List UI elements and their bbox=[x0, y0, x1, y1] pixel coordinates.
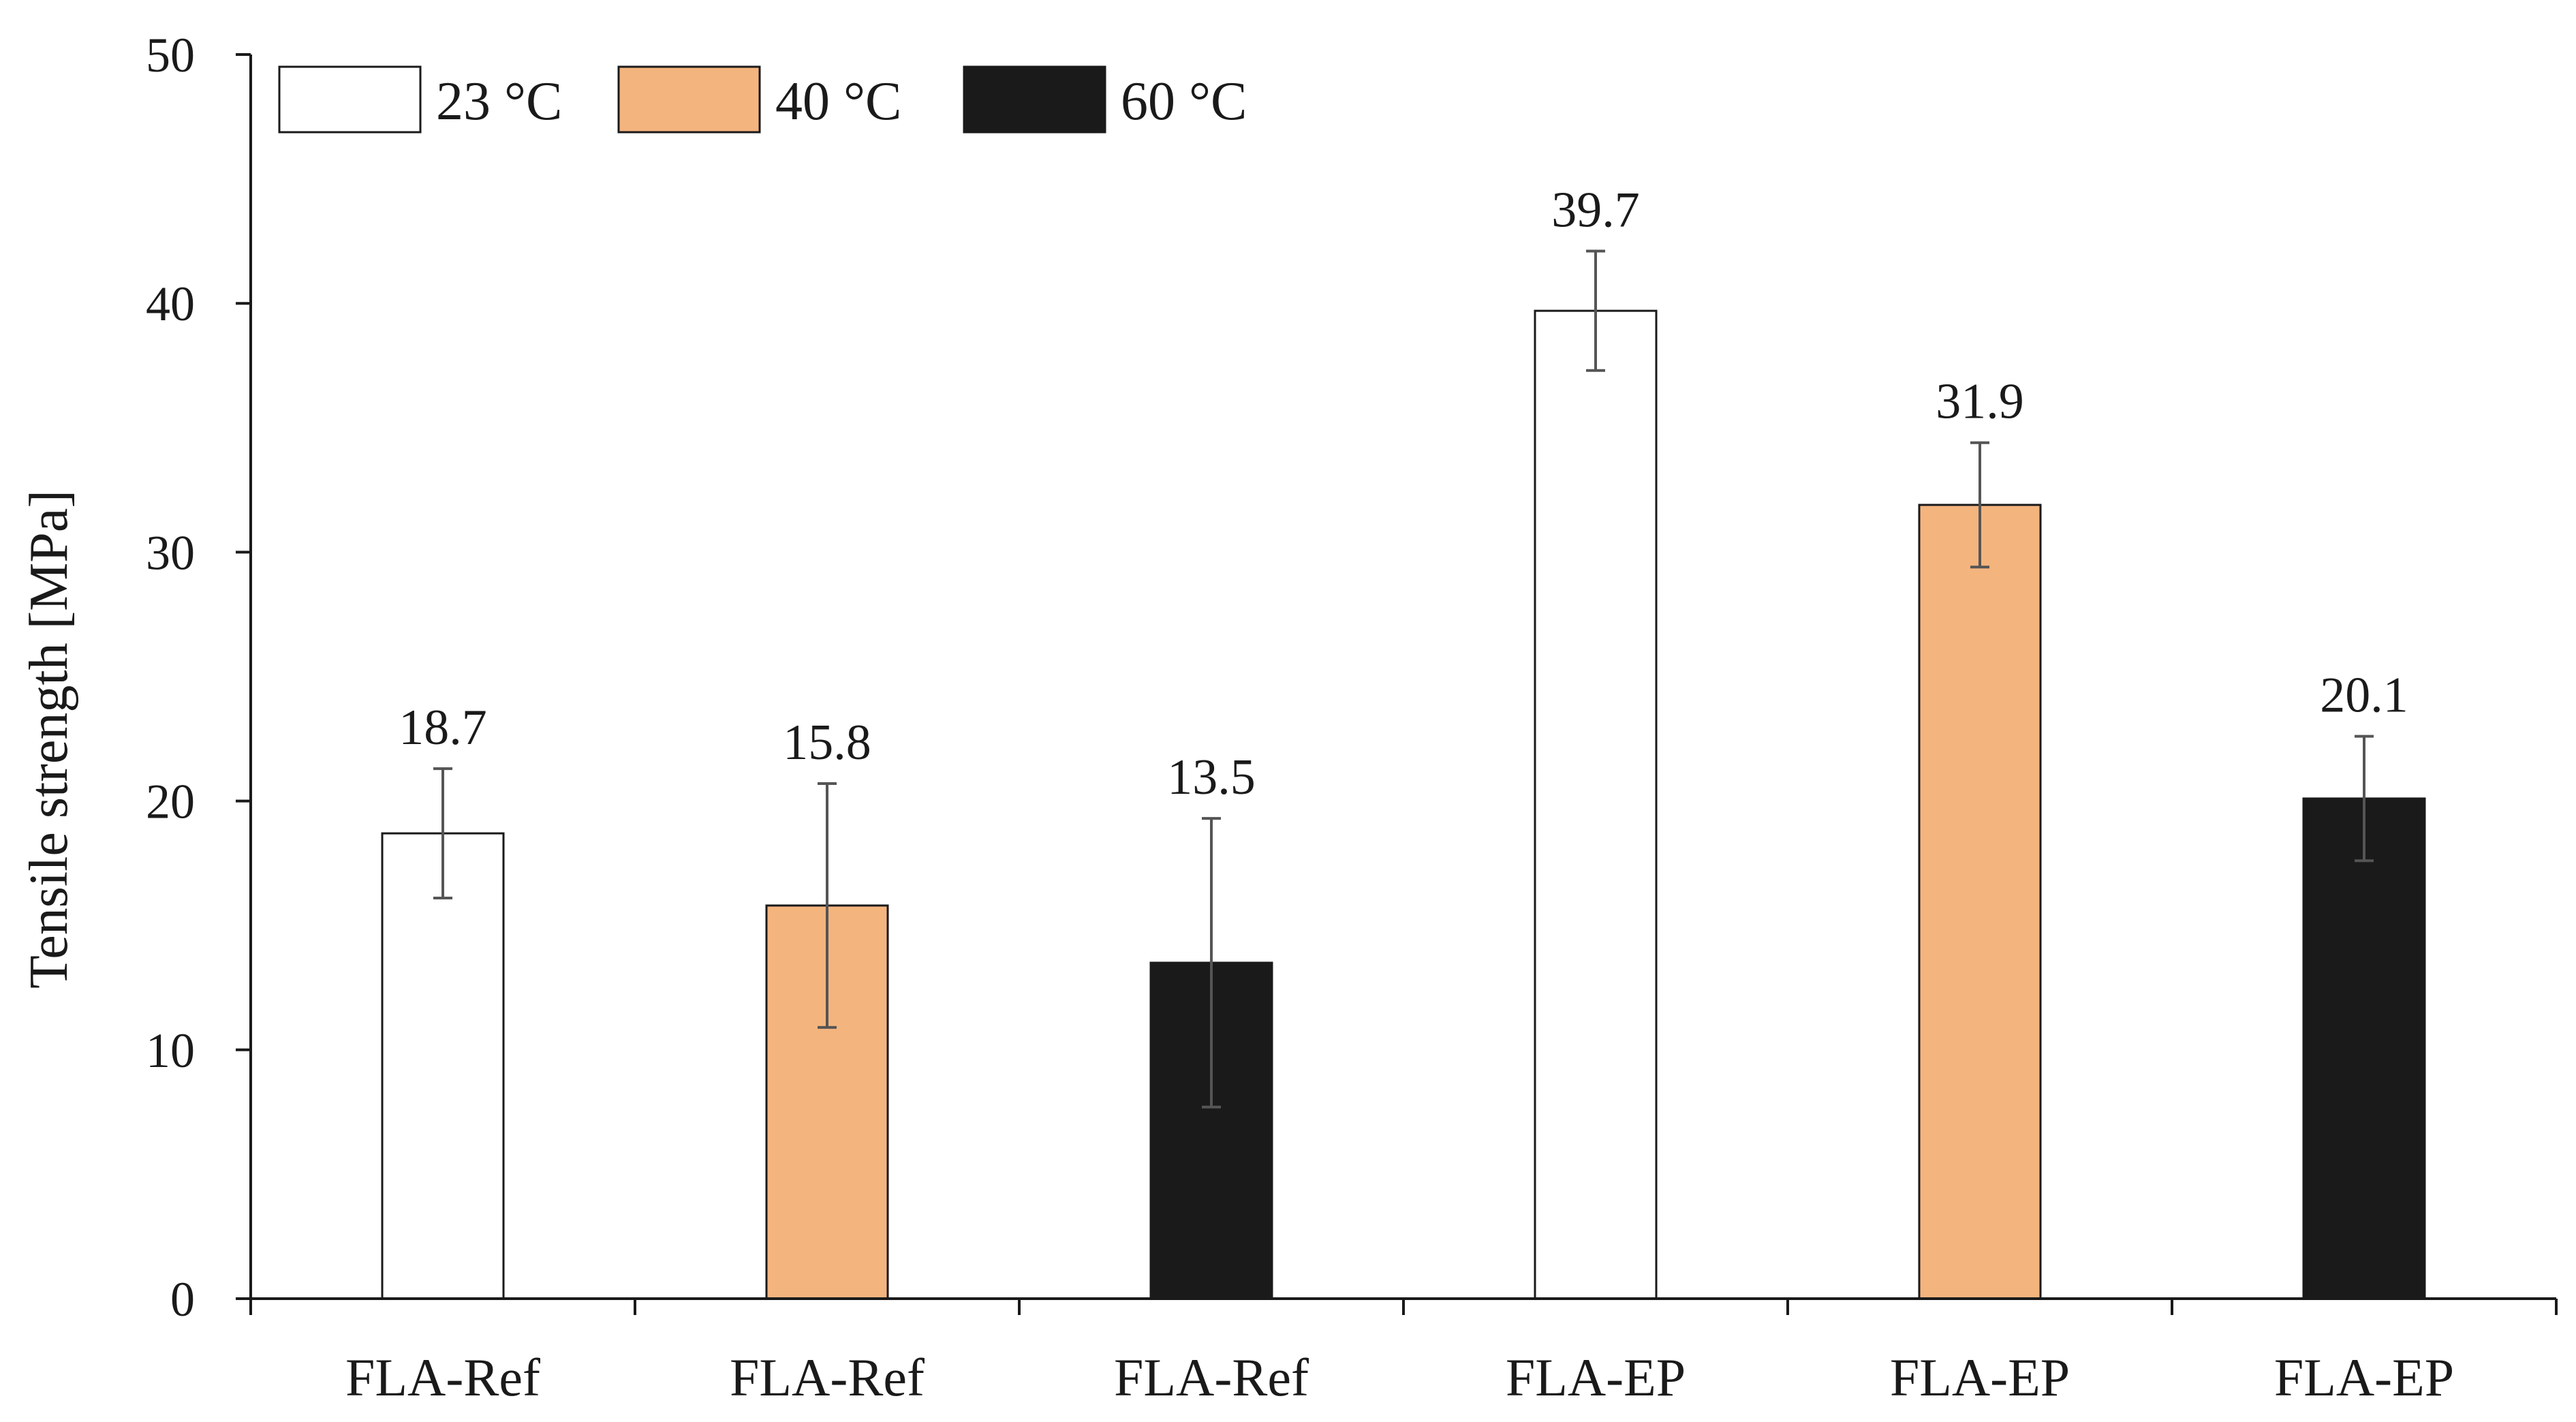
y-tick-label: 10 bbox=[146, 1023, 195, 1078]
y-axis-ticks: 0 10 20 30 40 50 bbox=[146, 28, 251, 1327]
legend-swatch bbox=[963, 65, 1106, 134]
bar bbox=[381, 832, 505, 1300]
bar bbox=[1918, 504, 2042, 1300]
legend-label: 40 °C bbox=[775, 72, 901, 132]
bar bbox=[2302, 797, 2426, 1300]
x-tick-label: FLA-Ref bbox=[730, 1348, 925, 1407]
x-tick-label: FLA-Ref bbox=[1114, 1348, 1309, 1407]
data-label: 15.8 bbox=[783, 715, 871, 771]
axes bbox=[249, 55, 2558, 1315]
legend-label: 23 °C bbox=[436, 72, 562, 132]
y-tick-label: 50 bbox=[146, 28, 195, 82]
x-tick-label: FLA-Ref bbox=[345, 1348, 540, 1407]
bars bbox=[381, 309, 2426, 1300]
x-axis-categories: FLA-Ref FLA-Ref FLA-Ref FLA-EP FLA-EP FLA-EP bbox=[345, 1348, 2454, 1407]
y-axis-title: Tensile strength [MPa] bbox=[19, 490, 79, 989]
y-tick-label: 20 bbox=[146, 775, 195, 829]
data-label: 18.7 bbox=[399, 700, 487, 756]
legend-swatch bbox=[278, 65, 422, 134]
data-label: 39.7 bbox=[1551, 183, 1640, 238]
y-tick-label: 40 bbox=[146, 277, 195, 331]
data-labels: 18.7 15.8 13.5 39.7 31.9 20.1 bbox=[399, 183, 2408, 806]
x-tick-label: FLA-EP bbox=[2274, 1348, 2454, 1407]
x-tick-label: FLA-EP bbox=[1890, 1348, 2070, 1407]
x-tick-label: FLA-EP bbox=[1506, 1348, 1686, 1407]
data-label: 13.5 bbox=[1167, 749, 1256, 805]
bar bbox=[1534, 309, 1658, 1300]
legend: 23 °C 40 °C 60 °C bbox=[278, 65, 1247, 134]
data-label: 31.9 bbox=[1936, 374, 2024, 430]
y-tick-label: 0 bbox=[170, 1272, 195, 1327]
y-tick-label: 30 bbox=[146, 525, 195, 580]
legend-label: 60 °C bbox=[1121, 72, 1247, 132]
error-bars bbox=[433, 249, 2374, 1109]
legend-swatch bbox=[617, 65, 761, 134]
data-label: 20.1 bbox=[2320, 668, 2408, 724]
